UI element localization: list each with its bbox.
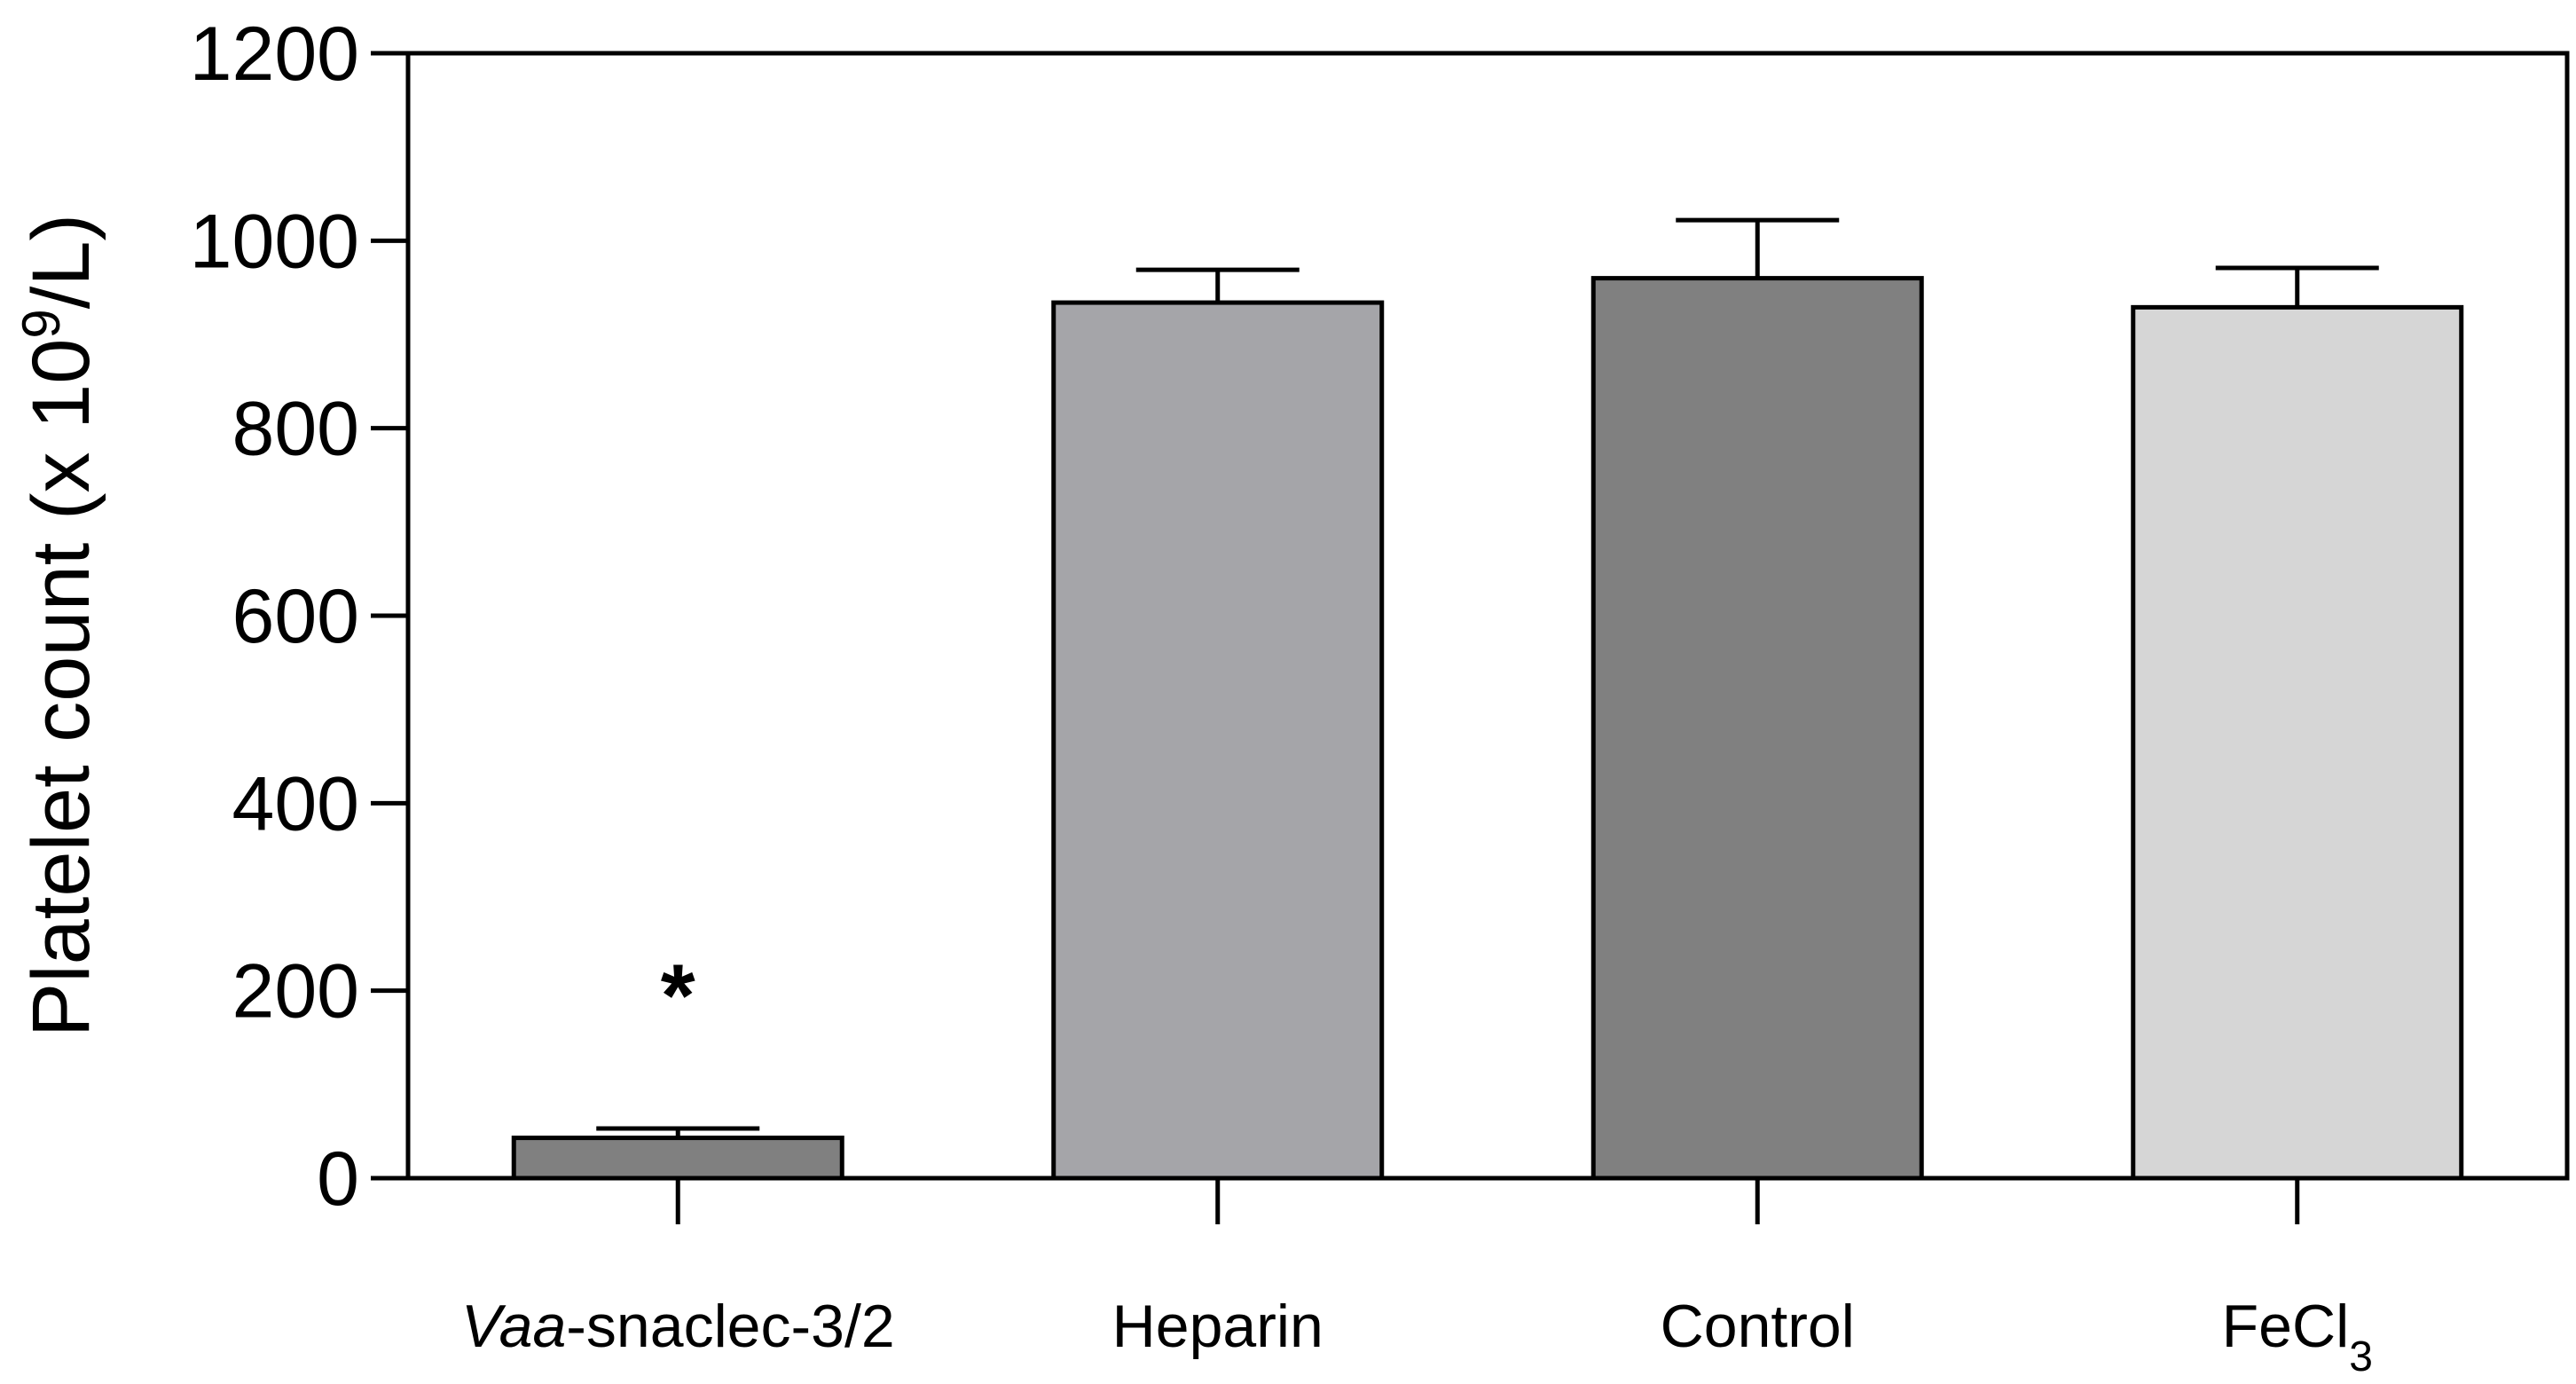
- significance-star: *: [661, 947, 695, 1046]
- bar-fecl3: [2131, 304, 2464, 1181]
- x-tick-label: Vaa-snaclec-3/2: [461, 1293, 895, 1360]
- y-axis-title: Platelet count (x 109/L): [12, 214, 107, 1037]
- x-tick-label-part: -snaclec-3/2: [566, 1293, 894, 1360]
- x-tick-label-part: FeCl: [2222, 1293, 2350, 1360]
- annotations-layer: *: [661, 947, 695, 1046]
- x-tick-label-part: 3: [2349, 1333, 2373, 1380]
- y-tick-label: 600: [232, 574, 360, 659]
- x-tick-label: Heparin: [1112, 1293, 1323, 1360]
- y-tick-label: 200: [232, 949, 360, 1034]
- x-axis-ticks: Vaa-snaclec-3/2 Heparin Control FeCl3: [461, 1178, 2373, 1380]
- bar-control: [1590, 276, 1924, 1181]
- y-axis-ticks: 0 200 400 600 800 1000 1200: [190, 12, 408, 1222]
- x-tick-label-part: Control: [1661, 1293, 1855, 1360]
- y-tick-label: 1000: [190, 199, 359, 284]
- bars-layer: [511, 276, 2464, 1181]
- y-axis-title-prefix: Platelet count (x 10: [16, 339, 106, 1038]
- error-bars-layer: [596, 217, 2379, 1138]
- x-tick-label-part: Heparin: [1112, 1293, 1323, 1360]
- y-tick-label: 0: [317, 1136, 359, 1222]
- y-axis-title-suffix: /L): [16, 214, 106, 309]
- x-tick-label: FeCl3: [2222, 1293, 2373, 1380]
- x-tick-label-part: Vaa: [461, 1293, 566, 1360]
- y-tick-label: 400: [232, 761, 360, 846]
- y-axis-title-superscript: 9: [12, 309, 71, 338]
- y-tick-label: 1200: [190, 12, 359, 97]
- bar-heparin: [1051, 300, 1385, 1181]
- y-tick-label: 800: [232, 387, 360, 472]
- x-tick-label: Control: [1661, 1293, 1855, 1360]
- bar-vaa-snaclec-3-2: [511, 1136, 844, 1181]
